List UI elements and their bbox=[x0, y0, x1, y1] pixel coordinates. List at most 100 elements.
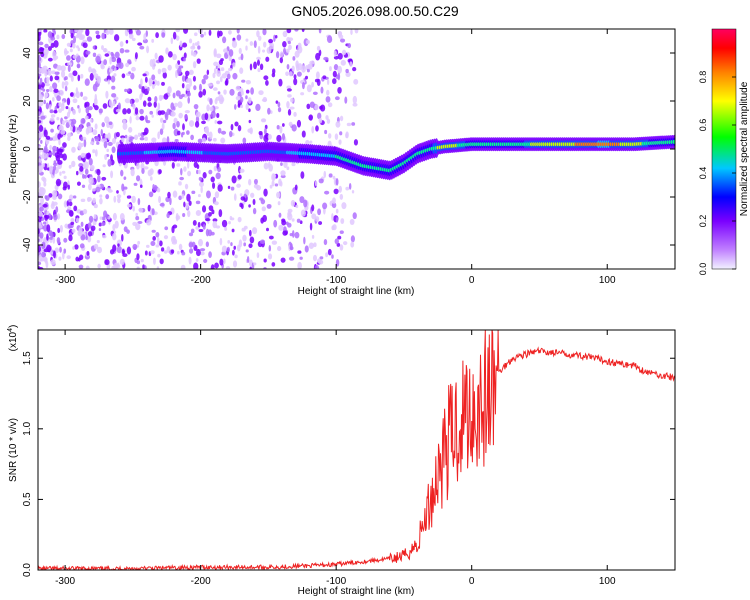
noise-speck bbox=[282, 41, 287, 48]
noise-speck bbox=[107, 158, 112, 167]
noise-speck bbox=[175, 63, 179, 69]
noise-speck bbox=[267, 133, 272, 140]
noise-speck bbox=[63, 175, 67, 180]
noise-speck bbox=[142, 131, 148, 136]
noise-speck bbox=[335, 121, 341, 128]
noise-speck bbox=[151, 229, 156, 233]
noise-speck bbox=[193, 104, 199, 110]
noise-speck bbox=[52, 236, 56, 244]
noise-speck bbox=[185, 202, 189, 209]
noise-speck bbox=[38, 224, 43, 229]
noise-speck bbox=[92, 220, 97, 226]
noise-speck bbox=[182, 123, 185, 131]
noise-speck bbox=[345, 186, 350, 191]
noise-speck bbox=[337, 72, 341, 81]
noise-speck bbox=[339, 131, 343, 136]
noise-speck bbox=[38, 94, 42, 100]
noise-speck bbox=[141, 168, 145, 175]
noise-speck bbox=[55, 206, 59, 213]
noise-speck bbox=[212, 182, 216, 189]
noise-speck bbox=[268, 163, 274, 172]
noise-speck bbox=[190, 228, 195, 234]
noise-speck bbox=[313, 242, 317, 248]
noise-speck bbox=[216, 113, 220, 118]
noise-speck bbox=[353, 78, 359, 85]
noise-speck bbox=[347, 42, 352, 49]
noise-speck bbox=[41, 251, 46, 258]
noise-speck bbox=[145, 115, 148, 123]
noise-speck bbox=[55, 167, 59, 174]
noise-speck bbox=[107, 79, 111, 85]
noise-speck bbox=[202, 223, 206, 230]
noise-speck bbox=[276, 134, 282, 143]
noise-speck bbox=[63, 50, 69, 54]
noise-speck bbox=[151, 58, 156, 66]
noise-speck bbox=[275, 51, 280, 59]
noise-speck bbox=[188, 256, 192, 265]
noise-speck bbox=[250, 87, 254, 95]
snr-xtick-label: -300 bbox=[55, 576, 75, 587]
noise-speck bbox=[204, 125, 210, 134]
spectrogram-xlabel: Height of straight line (km) bbox=[298, 286, 415, 297]
noise-speck bbox=[325, 96, 331, 103]
noise-speck bbox=[183, 201, 186, 208]
noise-speck bbox=[306, 84, 312, 93]
noise-speck bbox=[171, 241, 177, 245]
noise-speck bbox=[67, 64, 71, 73]
noise-speck bbox=[78, 264, 84, 269]
noise-speck bbox=[42, 221, 47, 225]
noise-speck bbox=[117, 102, 121, 111]
noise-speck bbox=[86, 36, 93, 42]
noise-speck bbox=[306, 103, 311, 110]
noise-speck bbox=[119, 213, 125, 221]
noise-speck bbox=[279, 57, 284, 64]
noise-speck bbox=[163, 93, 169, 100]
noise-speck bbox=[283, 47, 287, 55]
spectrogram-ridge bbox=[116, 134, 675, 181]
ridge-core bbox=[672, 139, 675, 144]
noise-speck bbox=[256, 59, 261, 66]
noise-speck bbox=[151, 114, 154, 118]
noise-speck bbox=[78, 107, 81, 114]
noise-speck bbox=[232, 260, 238, 268]
snr-xtick-label: 100 bbox=[599, 576, 616, 587]
noise-speck bbox=[166, 136, 170, 144]
noise-speck bbox=[314, 104, 319, 111]
noise-speck bbox=[332, 224, 337, 231]
noise-speck bbox=[114, 66, 117, 72]
noise-speck bbox=[97, 263, 101, 269]
noise-speck bbox=[182, 212, 186, 218]
snr-xtick-label: -100 bbox=[326, 576, 346, 587]
noise-speck bbox=[135, 175, 141, 182]
noise-speck bbox=[87, 231, 93, 237]
noise-speck bbox=[189, 120, 195, 127]
noise-speck bbox=[219, 237, 223, 246]
noise-speck bbox=[70, 221, 75, 225]
noise-speck bbox=[185, 78, 191, 84]
noise-speck bbox=[326, 89, 330, 96]
noise-speck bbox=[248, 229, 252, 237]
noise-speck bbox=[167, 51, 173, 58]
noise-speck bbox=[57, 159, 63, 165]
noise-speck bbox=[179, 40, 183, 48]
noise-speck bbox=[208, 29, 212, 36]
noise-speck bbox=[105, 213, 109, 219]
noise-speck bbox=[100, 129, 103, 137]
noise-speck bbox=[198, 181, 205, 187]
noise-speck bbox=[109, 56, 112, 65]
noise-speck bbox=[351, 189, 355, 194]
noise-speck bbox=[128, 71, 132, 75]
noise-speck bbox=[80, 117, 86, 124]
noise-speck bbox=[80, 136, 84, 142]
noise-speck bbox=[178, 112, 183, 119]
noise-speck bbox=[115, 264, 121, 269]
noise-speck bbox=[101, 32, 106, 40]
noise-speck bbox=[236, 29, 240, 34]
noise-speck bbox=[126, 203, 132, 208]
noise-speck bbox=[195, 111, 201, 118]
noise-speck bbox=[198, 228, 204, 233]
noise-speck bbox=[287, 222, 292, 228]
noise-speck bbox=[44, 69, 48, 77]
noise-speck bbox=[38, 41, 44, 46]
noise-speck bbox=[338, 139, 342, 145]
